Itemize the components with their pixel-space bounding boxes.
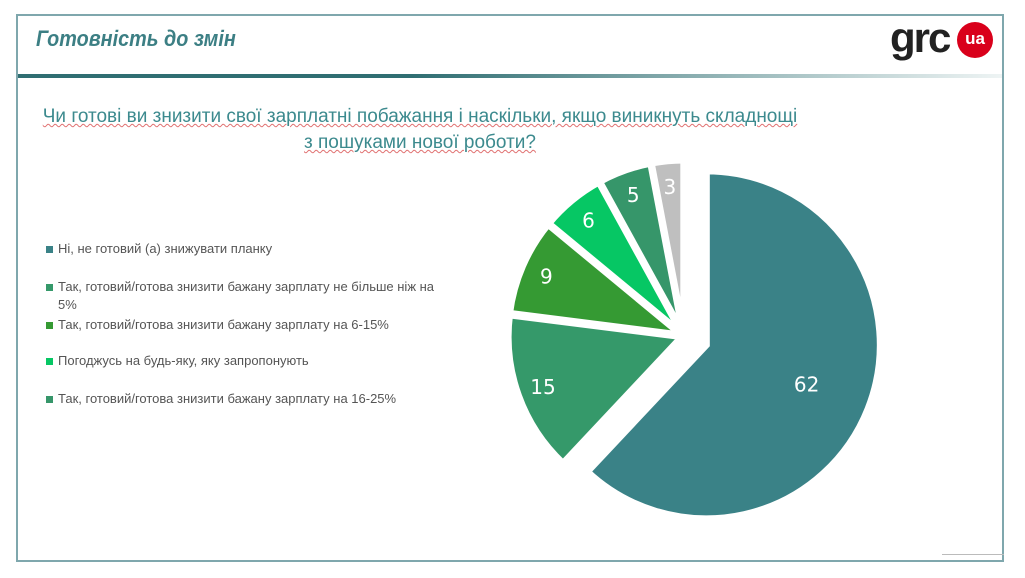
data-label: 5 — [627, 183, 640, 207]
legend-item: Погоджусь на будь-яку, яку запропонують — [46, 352, 438, 370]
slide-corner — [942, 554, 1004, 563]
legend-swatch — [46, 358, 53, 365]
logo-badge: ua — [957, 22, 993, 58]
legend-swatch — [46, 322, 53, 329]
chart-question: Чи готові ви знизити свої зарплатні поба… — [40, 104, 800, 156]
data-label: 6 — [582, 209, 595, 233]
data-label: 15 — [530, 375, 555, 399]
legend-item: Так, готовий/готова знизити бажану зарпл… — [46, 316, 438, 334]
header-divider — [18, 74, 1002, 78]
data-label: 62 — [794, 373, 819, 397]
legend-swatch — [46, 284, 53, 291]
legend-swatch — [46, 396, 53, 403]
pie-slice — [582, 167, 884, 523]
pie-slice — [504, 310, 690, 469]
legend-swatch — [46, 246, 53, 253]
legend-item: Так, готовий/готова знизити бажану зарпл… — [46, 390, 438, 408]
pie-slice — [647, 156, 688, 335]
data-label: 9 — [540, 264, 553, 288]
legend-label: Так, готовий/готова знизити бажану зарпл… — [58, 317, 389, 332]
legend-item: Ні, не готовий (а) знижувати планку — [46, 240, 438, 258]
data-label: 3 — [664, 175, 677, 199]
legend-label: Погоджусь на будь-яку, яку запропонують — [58, 353, 309, 368]
question-text: Чи готові ви знизити свої зарплатні поба… — [42, 106, 798, 153]
legend-label: Так, готовий/готова знизити бажану зарпл… — [58, 279, 435, 312]
legend-label: Ні, не готовий (а) знижувати планку — [58, 241, 273, 256]
logo-text: grc — [890, 14, 951, 61]
slide-frame — [16, 14, 1004, 562]
legend-item: Так, готовий/готова знизити бажану зарпл… — [46, 278, 438, 314]
slide-title: Готовність до змін — [36, 26, 236, 51]
legend-label: Так, готовий/готова знизити бажану зарпл… — [58, 391, 397, 406]
